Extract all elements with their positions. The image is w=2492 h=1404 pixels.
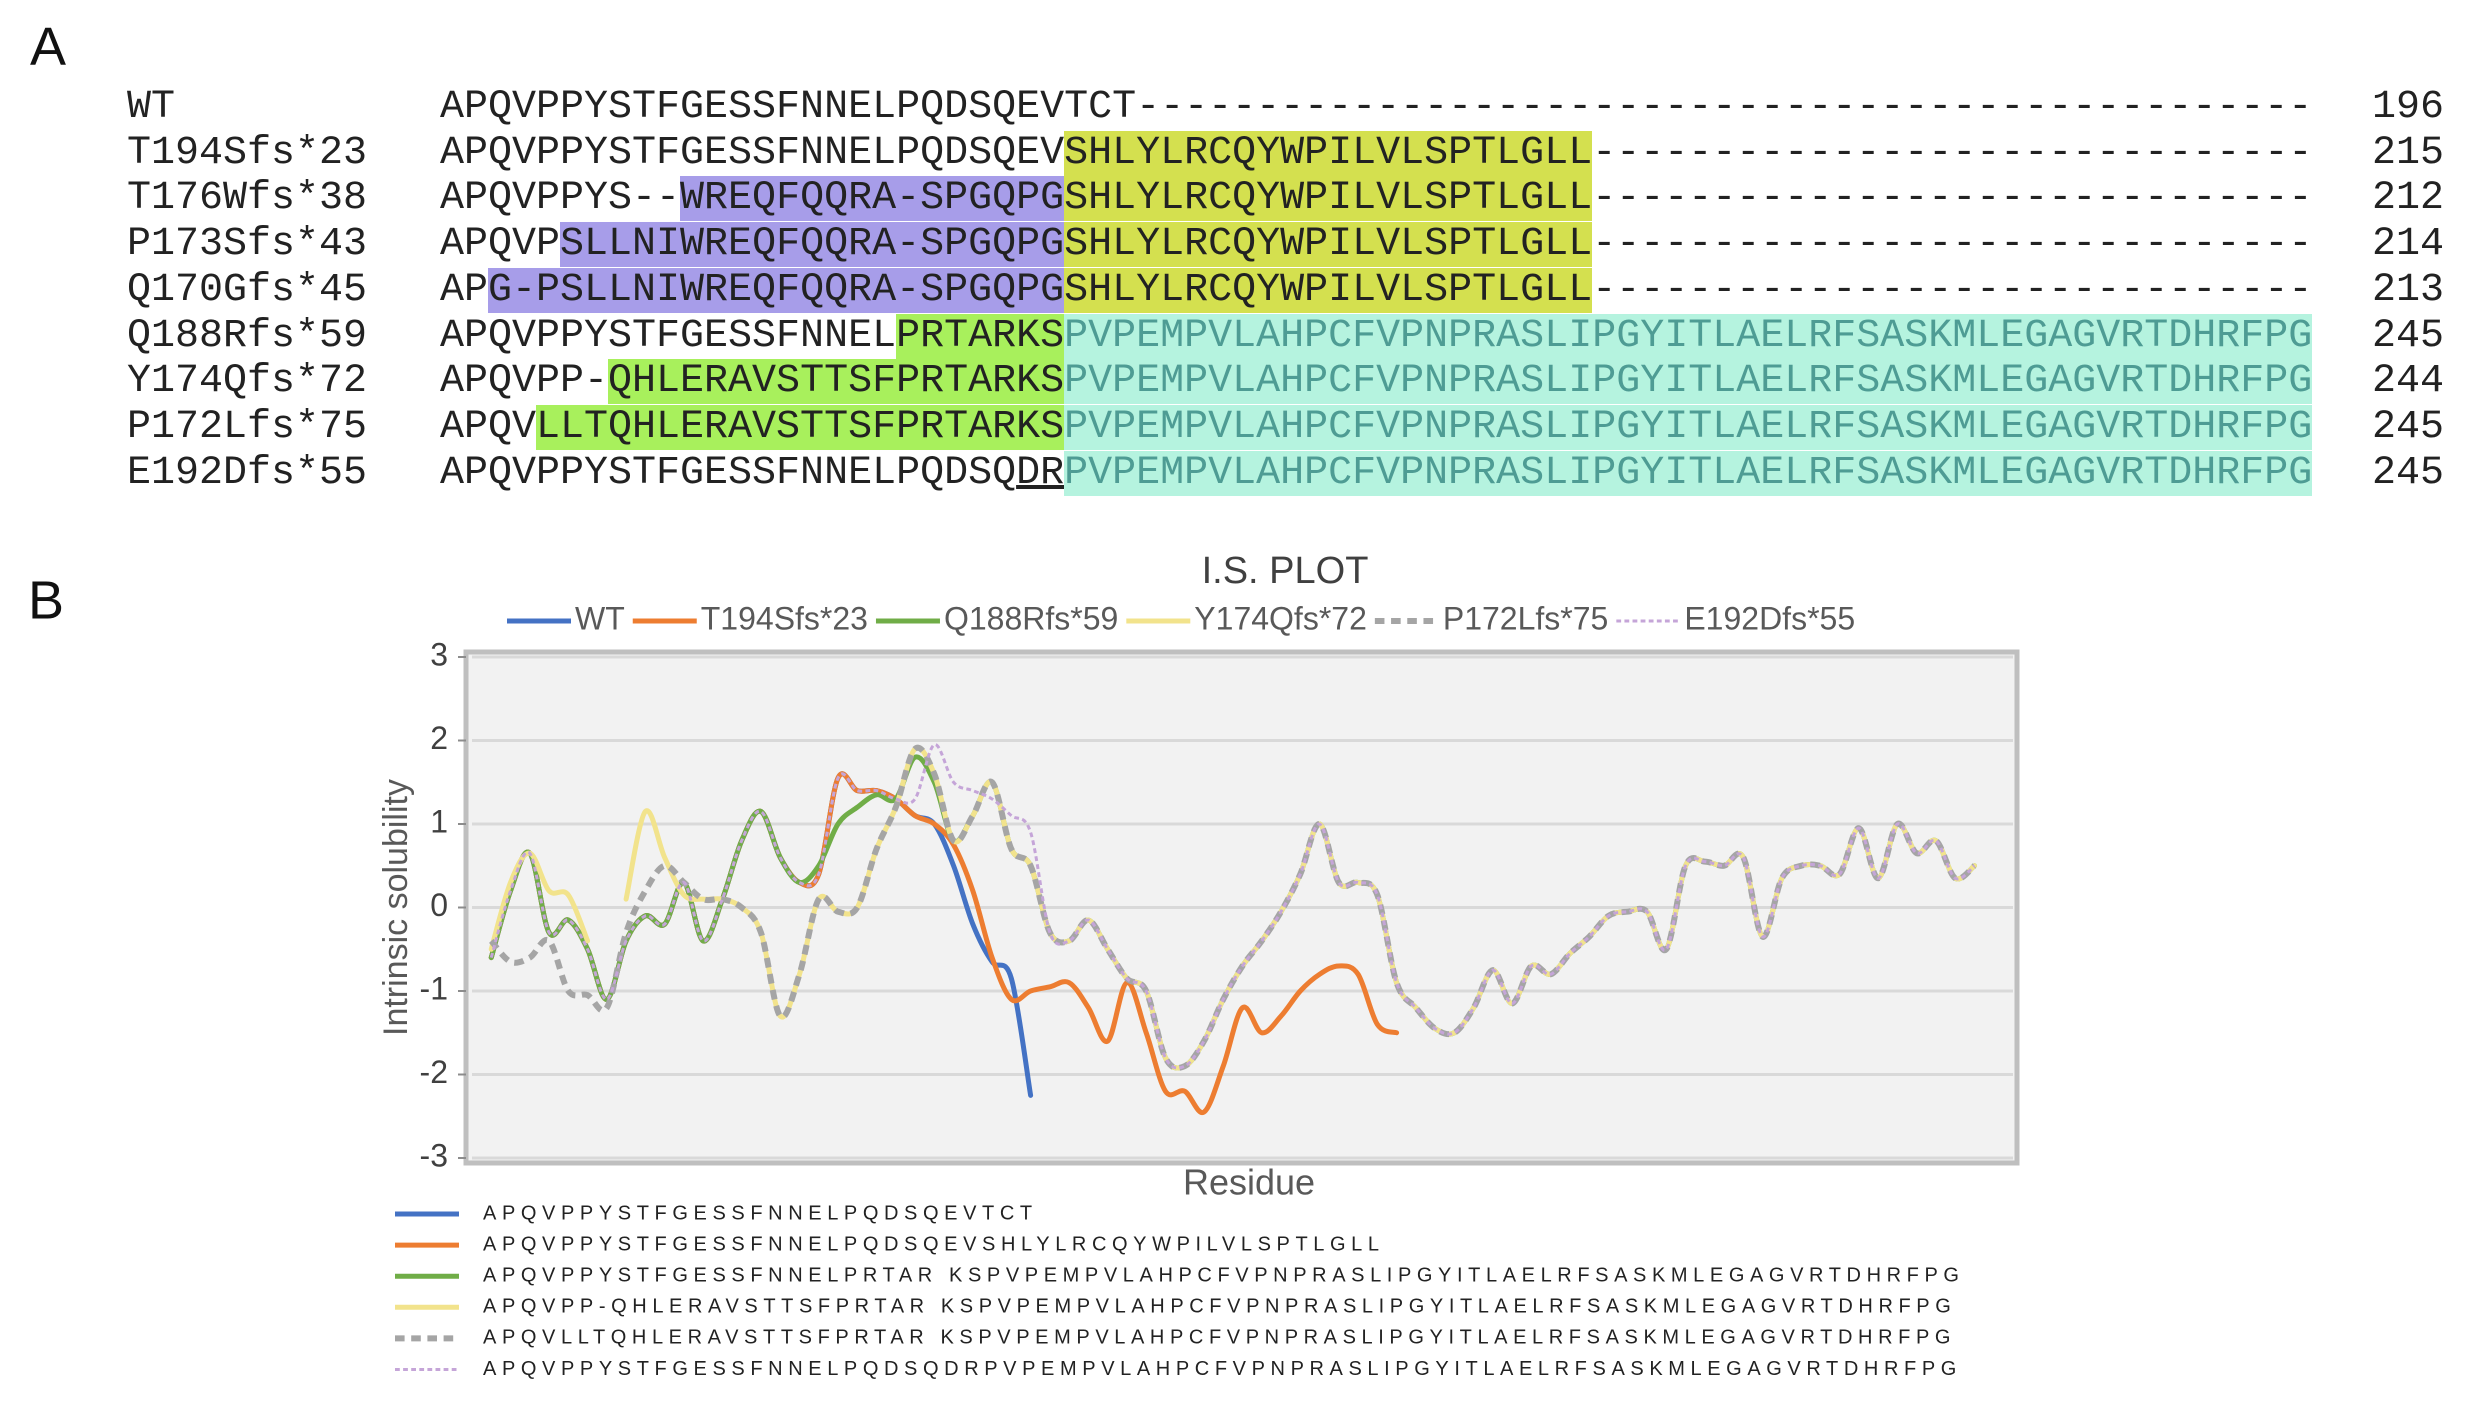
sequence-segment: APQVPPYSTFGESSFNNELPQDSQ	[440, 450, 1017, 496]
panel-label: A	[30, 17, 67, 77]
panel-label: B	[28, 570, 64, 630]
sequence: APQVLLTQHLERAVSTTSFPRTARKSPVPEMPVLAHPCFV…	[440, 404, 2313, 451]
highlighted-segment: SHLYLRCQYWPILVLSPTLGLL	[1064, 222, 1593, 268]
y-tick-label: -2	[420, 1054, 448, 1090]
y-tick-label: 0	[430, 887, 448, 923]
alignment-row: WT APQVPPYSTFGESSFNNELPQDSQEVTCT---------…	[0, 85, 2492, 131]
legend-label: P172Lfs*75	[1443, 600, 1608, 636]
y-tick-label: -3	[420, 1137, 448, 1173]
sequence-segment: APQVPPYSTFGESSFNNEL	[440, 313, 897, 359]
sequence: APQVPSLLNIWREQFQQRA-SPGQPGSHLYLRCQYWPILV…	[440, 222, 2312, 268]
y-tick-label: -1	[420, 970, 448, 1006]
highlighted-segment: PVPEMPVLAHPCFVPNPRASLIPGYITLAELRFSASKMLE…	[1064, 359, 2313, 405]
sequence-legend-label: APQVPPYSTFGESSFNNELPRTAR KSPVPEMPVLAHPCF…	[483, 1264, 1965, 1286]
highlighted-segment: QHLERAVSTTSFPRTARKS	[608, 359, 1065, 405]
sequence: APG-PSLLNIWREQFQQRA-SPGQPGSHLYLRCQYWPILV…	[440, 267, 2313, 314]
highlighted-segment: PVPEMPVLAHPCFVPNPRASLIPGYITLAELRFSASKMLE…	[1064, 450, 2313, 496]
highlighted-segment: WREQFQQRA-SPGQPG	[680, 176, 1065, 222]
sequence-legend-label: APQVPPYSTFGESSFNNELPQDSQEVSHLYLRCQYWPILV…	[483, 1233, 1385, 1255]
variant-name: T194Sfs*23	[127, 130, 368, 176]
variant-name: T176Wfs*38	[127, 176, 368, 222]
alignment-row: Q170Gfs*45 APG-PSLLNIWREQFQQRA-SPGQPGSHLY…	[0, 267, 2492, 314]
sequence-end: 245	[2371, 450, 2444, 496]
highlighted-segment: SHLYLRCQYWPILVLSPTLGLL	[1064, 267, 1593, 313]
highlighted-segment: SHLYLRCQYWPILVLSPTLGLL	[1064, 176, 1593, 222]
alignment-row: T194Sfs*23 APQVPPYSTFGESSFNNELPQDSQEVSHLY…	[0, 130, 2492, 177]
sequence-legend-label: APQVPP-QHLERAVSTTSFPRTAR KSPVPEMPVLAHPCF…	[483, 1296, 1956, 1318]
y-tick-label: 2	[430, 720, 448, 756]
sequence: APQVPPYSTFGESSFNNELPQDSQDRPVPEMPVLAHPCFV…	[440, 450, 2313, 497]
sequence-segment: ------------------------------	[1592, 222, 2313, 268]
alignment-row: E192Dfs*55 APQVPPYSTFGESSFNNELPQDSQDRPVPE…	[0, 450, 2492, 497]
legend-label: WT	[575, 600, 625, 636]
alignment-row: P172Lfs*75 APQVLLTQHLERAVSTTSFPRTARKSPVPE…	[0, 404, 2492, 451]
alignment-row: P173Sfs*43 APQVPSLLNIWREQFQQRA-SPGQPGSHLY…	[0, 222, 2492, 268]
legend-label: Y174Qfs*72	[1194, 600, 1367, 636]
sequence-end: 245	[2371, 313, 2444, 359]
legend-label: T194Sfs*23	[701, 600, 868, 636]
sequence: APQVPP-QHLERAVSTTSFPRTARKSPVPEMPVLAHPCFV…	[440, 359, 2313, 405]
alignment-row: Y174Qfs*72 APQVPP-QHLERAVSTTSFPRTARKSPVPE…	[0, 359, 2492, 405]
alignment-panel: A WT APQVPPYSTFGESSFNNELPQDSQEVTCT--------…	[0, 0, 2492, 540]
sequence-end: 212	[2371, 176, 2444, 222]
highlighted-segment: SHLYLRCQYWPILVLSPTLGLL	[1064, 130, 1593, 176]
series-line	[489, 743, 1976, 1070]
highlighted-segment: PRTARKS	[896, 313, 1065, 359]
highlighted-segment: PVPEMPVLAHPCFVPNPRASLIPGYITLAELRFSASKMLE…	[1064, 313, 2313, 359]
sequence-segment: ------------------------------	[1592, 176, 2313, 222]
alignment-row: T176Wfs*38 APQVPPYS--WREQFQQRA-SPGQPGSHLY…	[0, 176, 2492, 222]
sequence-end: 244	[2371, 359, 2444, 405]
legend-label: E192Dfs*55	[1684, 600, 1855, 636]
sequence-end: 245	[2371, 404, 2444, 450]
chart-title: I.S. PLOT	[1202, 550, 1369, 592]
highlighted-segment: LLTQHLERAVSTTSFPRTARKS	[536, 404, 1065, 450]
highlighted-segment: G-PSLLNIWREQFQQRA-SPGQPG	[488, 267, 1065, 313]
highlighted-segment: PVPEMPVLAHPCFVPNPRASLIPGYITLAELRFSASKMLE…	[1064, 404, 2313, 450]
sequence-segment: APQVPPYSTFGESSFNNELPQDSQEV	[440, 130, 1065, 176]
sequence-segment: APQVPP-	[440, 359, 609, 405]
sequence-segment: APQVP	[440, 222, 561, 268]
variant-name: WT	[127, 85, 176, 130]
sequence-end: 214	[2371, 222, 2444, 268]
highlighted-segment: SLLNIWREQFQQRA-SPGQPG	[560, 222, 1065, 268]
variant-name: Q188Rfs*59	[127, 313, 368, 359]
sequence: APQVPPYSTFGESSFNNELPQDSQEVSHLYLRCQYWPILV…	[440, 130, 2313, 177]
sequence-segment: AP	[440, 267, 489, 313]
series-line	[488, 744, 1977, 1072]
x-axis-label: Residue	[1183, 1162, 1315, 1203]
legend-label: Q188Rfs*59	[944, 600, 1118, 636]
variant-name: Y174Qfs*72	[127, 359, 368, 405]
sequence: APQVPPYS--WREQFQQRA-SPGQPGSHLYLRCQYWPILV…	[440, 176, 2312, 222]
sequence-segment: APQVPPYSTFGESSFNNELPQDSQEVTCT-----------…	[440, 85, 2313, 130]
sequence-segment: ------------------------------	[1592, 267, 2313, 313]
variant-name: P172Lfs*75	[127, 404, 368, 450]
sequence-segment: ------------------------------	[1592, 130, 2313, 176]
variant-name: P173Sfs*43	[127, 222, 368, 268]
variant-name: Q170Gfs*45	[127, 267, 368, 313]
y-tick-label: 3	[430, 636, 448, 672]
sequence-end: 213	[2371, 267, 2444, 313]
sequence-segment: APQV	[440, 404, 537, 450]
sequence-segment: APQVPPYS--	[440, 176, 681, 222]
alignment-row: Q188Rfs*59 APQVPPYSTFGESSFNNELPRTARKSPVPE…	[0, 313, 2492, 360]
sequence-legend-label: APQVLLTQHLERAVSTTSFPRTAR KSPVPEMPVLAHPCF…	[483, 1327, 1956, 1349]
sequence-legend-label: APQVPPYSTFGESSFNNELPQDSQEVTCT	[483, 1202, 1038, 1224]
sequence: APQVPPYSTFGESSFNNELPRTARKSPVPEMPVLAHPCFV…	[440, 313, 2313, 360]
sequence-segment: DR	[1016, 450, 1065, 496]
sequence: APQVPPYSTFGESSFNNELPQDSQEVTCT-----------…	[440, 85, 2312, 131]
sequence-legend-label: APQVPPYSTFGESSFNNELPQDSQDRPVPEMPVLAHPCFV…	[483, 1358, 1962, 1380]
sequence-end: 196	[2371, 85, 2444, 130]
sequence-end: 215	[2371, 130, 2444, 176]
variant-name: E192Dfs*55	[127, 450, 368, 496]
y-axis-label: Intrinsic solubility	[377, 779, 415, 1036]
y-tick-label: 1	[430, 803, 448, 839]
